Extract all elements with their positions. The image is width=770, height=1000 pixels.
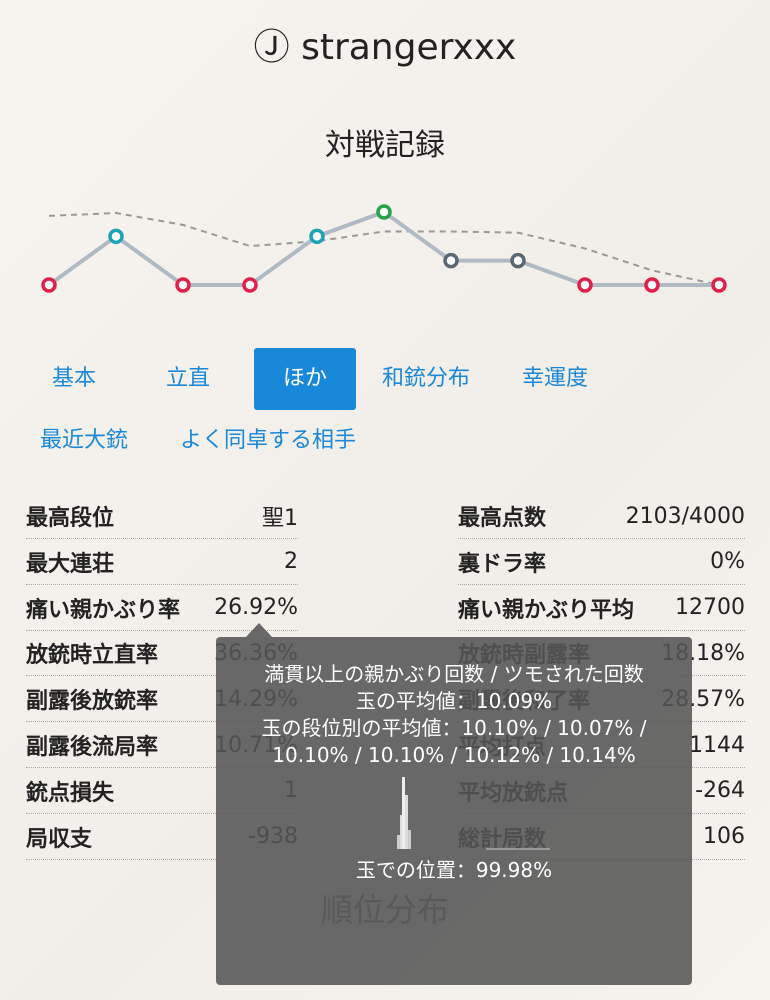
tooltip-lines: 満貫以上の親かぶり回数 / ツモされた回数 玉の平均値：10.09% 玉の段位別の平… bbox=[216, 661, 692, 769]
stat-label: 最高点数 bbox=[458, 506, 547, 531]
tab[interactable]: 立直 bbox=[166, 366, 211, 391]
rank-point bbox=[376, 204, 392, 220]
stat-value: 106 bbox=[703, 824, 745, 850]
rank-chart bbox=[41, 204, 727, 293]
stat-row: 痛い親かぶり平均 12700 bbox=[458, 586, 745, 631]
stat-row: 最高点数 2103/4000 bbox=[458, 494, 745, 539]
section-title: 対戦記録 bbox=[325, 128, 445, 163]
stat-row: 最高段位 聖1 bbox=[26, 494, 298, 539]
tab tab-active[interactable]: ほか bbox=[254, 348, 356, 410]
rank-point bbox=[577, 277, 593, 293]
tooltip-position: 玉での位置：99.98% bbox=[355, 858, 553, 882]
stat-label: 銃点損失 bbox=[26, 780, 115, 806]
rank-point bbox=[443, 252, 459, 269]
stat-value: 1144 bbox=[689, 732, 745, 758]
rank-point bbox=[309, 228, 325, 245]
stat-label: 副露後放銃率 bbox=[26, 689, 159, 715]
tab[interactable]: 基本 bbox=[52, 366, 97, 391]
rank-point bbox=[41, 277, 57, 293]
stat-label: 最高段位 bbox=[26, 506, 115, 531]
rank-point bbox=[510, 252, 526, 269]
rank-point bbox=[242, 277, 258, 293]
stat-value: 2103/4000 bbox=[625, 503, 745, 529]
rank-point bbox=[108, 228, 124, 245]
tooltip-line: 玉の平均値：10.09% bbox=[355, 689, 553, 713]
tooltip-line: 玉の段位別の平均値：10.10% / 10.07% / 10.10% / 10.… bbox=[261, 716, 647, 767]
rank-point bbox=[711, 277, 727, 293]
stat-row: 裏ドラ率 0% bbox=[458, 540, 745, 585]
stat-label: 裏ドラ率 bbox=[458, 551, 547, 577]
stat-value: 2 bbox=[284, 549, 298, 575]
tooltip-arrow bbox=[246, 623, 272, 637]
stat-row: 痛い親かぶり率 26.92% bbox=[26, 586, 298, 631]
stat-row: 最大連荘 2 bbox=[26, 540, 298, 585]
stat-label: 痛い親かぶり平均 bbox=[458, 597, 635, 623]
stat-value: 0% bbox=[710, 549, 745, 575]
rank-point bbox=[644, 277, 660, 293]
stat-label: 副露後流局率 bbox=[26, 735, 159, 760]
tab[interactable]: 最近大銃 bbox=[40, 428, 129, 453]
tab[interactable]: 幸運度 bbox=[522, 366, 589, 391]
average-line bbox=[48, 211, 720, 286]
tab[interactable]: 和銃分布 bbox=[382, 366, 471, 391]
tab[interactable]: よく同卓する相手 bbox=[180, 428, 357, 453]
histogram bbox=[397, 777, 550, 850]
rank-point bbox=[175, 277, 191, 293]
tooltip: 満貫以上の親かぶり回数 / ツモされた回数 玉の平均値：10.09% 玉の段位別の平… bbox=[216, 637, 692, 985]
stat-label: 痛い親かぶり率 bbox=[26, 597, 181, 623]
stat-value: 聖1 bbox=[262, 506, 298, 531]
stat-value: 12700 bbox=[675, 595, 745, 621]
stat-value: -264 bbox=[695, 778, 745, 804]
player-name: Ⓙ strangerxxx bbox=[253, 27, 517, 68]
rank-line bbox=[47, 209, 719, 287]
stat-value: 26.92% bbox=[214, 595, 298, 621]
stat-label: 放銃時立直率 bbox=[26, 643, 159, 669]
tooltip-line: 満貫以上の親かぶり回数 / ツモされた回数 bbox=[264, 662, 644, 686]
stat-label: 最大連荘 bbox=[26, 551, 115, 577]
stat-label: 局収支 bbox=[26, 826, 93, 852]
